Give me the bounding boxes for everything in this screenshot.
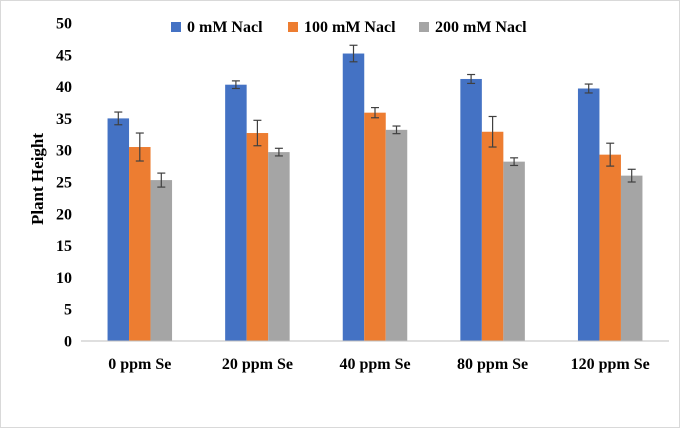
legend-label: 100 mM Nacl [304, 19, 396, 36]
x-tick-label: 80 ppm Se [457, 356, 528, 373]
legend-item: 0 mM Nacl [171, 19, 263, 36]
legend-item: 100 mM Nacl [288, 19, 396, 36]
error-bar [392, 125, 401, 135]
x-tick-label: 20 ppm Se [222, 356, 293, 373]
y-tick-label: 45 [56, 47, 72, 64]
legend-label: 0 mM Nacl [187, 19, 263, 36]
error-bar [114, 111, 123, 126]
error-bars [114, 44, 636, 188]
x-tick-label: 0 ppm Se [108, 356, 171, 373]
x-tick-label: 120 ppm Se [571, 356, 650, 373]
bar-100-mm-nacl [129, 147, 151, 341]
bar-200-mm-nacl [150, 180, 173, 341]
bars [107, 53, 643, 342]
error-bar [349, 44, 358, 63]
y-tick-label: 15 [56, 238, 72, 255]
bar-100-mm-nacl [481, 131, 504, 341]
legend-swatch [171, 22, 181, 32]
legend-label: 200 mM Nacl [435, 19, 527, 36]
error-bar [274, 147, 283, 157]
x-tick-label: 40 ppm Se [339, 356, 410, 373]
y-tick-label: 35 [56, 111, 72, 128]
error-bar [135, 132, 144, 162]
bar-100-mm-nacl [246, 133, 269, 341]
bar-100-mm-nacl [599, 154, 621, 341]
bar-0-mm-nacl [342, 53, 365, 341]
legend-swatch [288, 22, 298, 32]
legend-swatch [419, 22, 429, 32]
y-tick-label: 0 [64, 334, 72, 351]
y-tick-label: 50 [56, 16, 72, 33]
error-bar [627, 168, 636, 183]
y-tick-label: 20 [56, 206, 72, 223]
error-bar [488, 115, 497, 148]
y-axis: 0 5 10 15 20 25 30 35 40 45 50 [56, 16, 72, 351]
y-tick-label: 40 [56, 79, 72, 96]
error-bar [253, 119, 262, 147]
y-tick-label: 10 [56, 270, 72, 287]
bar-0-mm-nacl [460, 78, 482, 341]
error-bar [584, 83, 593, 94]
error-bar [157, 172, 166, 188]
bar-200-mm-nacl [385, 129, 408, 341]
y-axis-label: Plant Height [28, 133, 47, 225]
bar-200-mm-nacl [503, 161, 525, 341]
error-bar [467, 73, 476, 85]
x-axis: 0 ppm Se 20 ppm Se 40 ppm Se 80 ppm Se 120 p… [81, 340, 669, 373]
bar-0-mm-nacl [577, 88, 600, 342]
bar-100-mm-nacl [364, 112, 386, 342]
bar-200-mm-nacl [620, 175, 643, 341]
y-tick-label: 25 [56, 175, 72, 192]
bar-0-mm-nacl [225, 84, 247, 341]
bar-200-mm-nacl [268, 152, 290, 341]
legend: 0 mM Nacl 100 mM Nacl 200 mM Nacl [171, 19, 527, 36]
y-tick-label: 5 [64, 302, 72, 319]
y-tick-label: 30 [56, 143, 72, 160]
bar-0-mm-nacl [107, 118, 130, 342]
error-bar [606, 142, 615, 167]
error-bar [231, 80, 240, 90]
legend-item: 200 mM Nacl [419, 19, 527, 36]
error-bar [510, 157, 519, 167]
error-bar [371, 106, 379, 119]
